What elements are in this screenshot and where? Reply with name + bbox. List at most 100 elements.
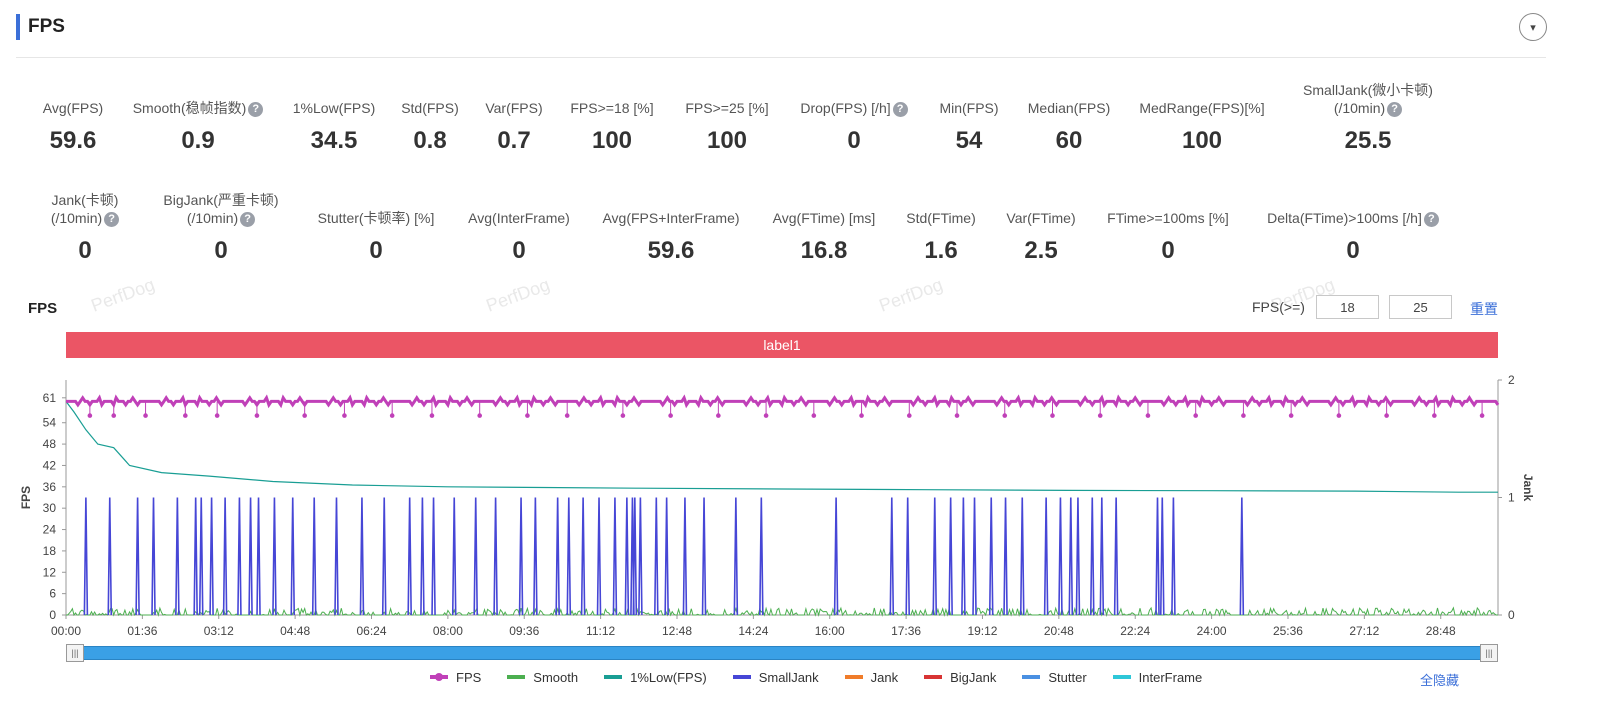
metric-r1-9: Median(FPS) 60 xyxy=(969,99,1169,155)
series-fps-point xyxy=(1145,413,1151,418)
slider-track[interactable] xyxy=(66,646,1498,660)
series-smalljank-spike xyxy=(311,497,317,616)
series-smalljank-spike xyxy=(961,497,966,616)
x-tick-label: 25:36 xyxy=(1273,624,1303,638)
metric-r1-5: FPS>=18 [%] 100 xyxy=(512,99,712,155)
metric-label: Drop(FPS) [/h]? xyxy=(754,99,954,117)
metric-r2-8: FTime>=100ms [%] 0 xyxy=(1068,209,1268,265)
help-icon[interactable]: ? xyxy=(892,102,908,117)
x-tick-label: 17:36 xyxy=(891,624,921,638)
series-smalljank-spike xyxy=(682,497,688,616)
x-tick-label: 28:48 xyxy=(1426,624,1456,638)
legend-item[interactable]: InterFrame xyxy=(1112,670,1202,685)
metric-value: 2.5 xyxy=(1024,237,1058,264)
series-smalljank-spike xyxy=(759,497,764,616)
metric-value: 34.5 xyxy=(310,127,358,154)
chart-title: FPS xyxy=(28,300,58,317)
help-icon[interactable]: ? xyxy=(1387,102,1403,117)
y-tick-label: 18 xyxy=(43,544,57,558)
section-accent-bar xyxy=(16,14,20,40)
threshold-18-input[interactable] xyxy=(1316,295,1379,319)
series-smalljank-spike xyxy=(988,497,994,616)
series-smalljank-spike xyxy=(420,497,425,616)
series-smalljank-spike xyxy=(701,497,707,616)
metric-value: 0 xyxy=(369,237,383,264)
metric-label: Var(FTime) xyxy=(1006,210,1076,226)
legend-swatch xyxy=(924,675,943,679)
metric-value: 60 xyxy=(1055,127,1083,154)
series-smalljank-spike xyxy=(209,497,214,616)
reset-button[interactable]: 重置 xyxy=(1470,301,1498,317)
x-tick-label: 01:36 xyxy=(127,624,157,638)
series-fps-point xyxy=(859,413,864,418)
series-smalljank-spike xyxy=(1155,497,1160,616)
legend-item[interactable]: FPS xyxy=(430,670,481,685)
series-smalljank-spike xyxy=(222,497,228,616)
series-fps-point xyxy=(811,413,817,418)
series-fps-point xyxy=(763,413,769,418)
series-fps-point xyxy=(1384,413,1389,418)
series-smalljank-spike xyxy=(1113,497,1119,616)
metric-value: 59.6 xyxy=(647,237,695,264)
legend-item[interactable]: 1%Low(FPS) xyxy=(604,670,707,685)
metric-r1-8: Min(FPS) 54 xyxy=(869,99,1069,155)
series-fps-point xyxy=(183,413,188,418)
series-smalljank-spike xyxy=(248,497,253,616)
series-smalljank-spike xyxy=(654,497,659,616)
legend-swatch xyxy=(844,675,863,679)
legend-item[interactable]: BigJank xyxy=(924,670,996,685)
metric-r2-5: Avg(FTime) [ms] 16.8 xyxy=(724,209,924,265)
series-fps-point xyxy=(389,413,395,418)
series-fps-point xyxy=(254,413,260,418)
series-smalljank-spike xyxy=(580,497,586,616)
section-title: FPS xyxy=(28,16,65,37)
legend-item[interactable]: Smooth xyxy=(507,670,578,685)
metric-value: 1.6 xyxy=(924,237,958,264)
metric-r1-4: Var(FPS) 0.7 xyxy=(414,99,614,155)
series-smalljank-spike xyxy=(518,497,524,616)
series-smalljank-spike xyxy=(972,497,977,616)
series-smalljank-spike xyxy=(905,497,910,616)
help-icon[interactable]: ? xyxy=(248,102,264,117)
series-smalljank-spike xyxy=(272,497,277,616)
x-tick-label: 24:00 xyxy=(1197,624,1227,638)
x-tick-label: 19:12 xyxy=(967,624,997,638)
label-band[interactable]: label1 xyxy=(66,332,1498,358)
series-smalljank-spike xyxy=(473,497,479,616)
help-icon[interactable]: ? xyxy=(104,212,120,227)
legend-item[interactable]: SmallJank xyxy=(732,669,819,685)
legend-label: SmallJank xyxy=(758,669,819,685)
help-icon[interactable]: ? xyxy=(240,212,256,227)
legend-item[interactable]: Stutter xyxy=(1022,670,1087,685)
metric-r2-7: Var(FTime) 2.5 xyxy=(941,209,1141,265)
threshold-label: FPS(>=) xyxy=(1252,299,1305,315)
metric-value: 25.5 xyxy=(1344,127,1392,154)
metric-value: 0 xyxy=(512,237,526,264)
metric-label: Median(FPS) xyxy=(1027,100,1111,116)
metric-r2-6: Std(FTime) 1.6 xyxy=(841,209,1041,265)
series-fps-point xyxy=(620,413,626,418)
legend-item[interactable]: Jank xyxy=(844,670,898,685)
collapse-icon[interactable]: ▾ xyxy=(1519,13,1547,41)
metric-label: Avg(FPS) xyxy=(42,100,104,116)
series-fps-point xyxy=(906,413,912,418)
series-smalljank-spike xyxy=(533,497,538,616)
metric-label: MedRange(FPS)[%] xyxy=(1139,100,1265,116)
metric-r2-0: Jank(卡顿) (/10min)? 0 xyxy=(0,191,185,265)
series-smalljank-spike xyxy=(889,497,895,616)
series-smalljank-spike xyxy=(1068,497,1074,616)
series-smalljank-spike xyxy=(193,497,198,616)
metric-label: Avg(FTime) [ms] xyxy=(772,210,876,226)
slider-left-handle[interactable]: ||| xyxy=(66,644,84,662)
time-range-slider[interactable]: ||| ||| xyxy=(66,644,1498,662)
y-tick-label: 42 xyxy=(43,458,57,472)
metric-label: SmallJank(微小卡顿) xyxy=(1303,82,1433,98)
metric-r1-0: Avg(FPS) 59.6 xyxy=(0,99,173,155)
hide-all-button[interactable]: 全隐藏 xyxy=(1420,673,1460,688)
threshold-25-input[interactable] xyxy=(1389,295,1452,319)
section-header: FPS ▾ xyxy=(16,12,1547,58)
y2-tick-label: 2 xyxy=(1508,373,1515,387)
slider-right-handle[interactable]: ||| xyxy=(1480,644,1498,662)
help-icon[interactable]: ? xyxy=(1423,212,1439,227)
